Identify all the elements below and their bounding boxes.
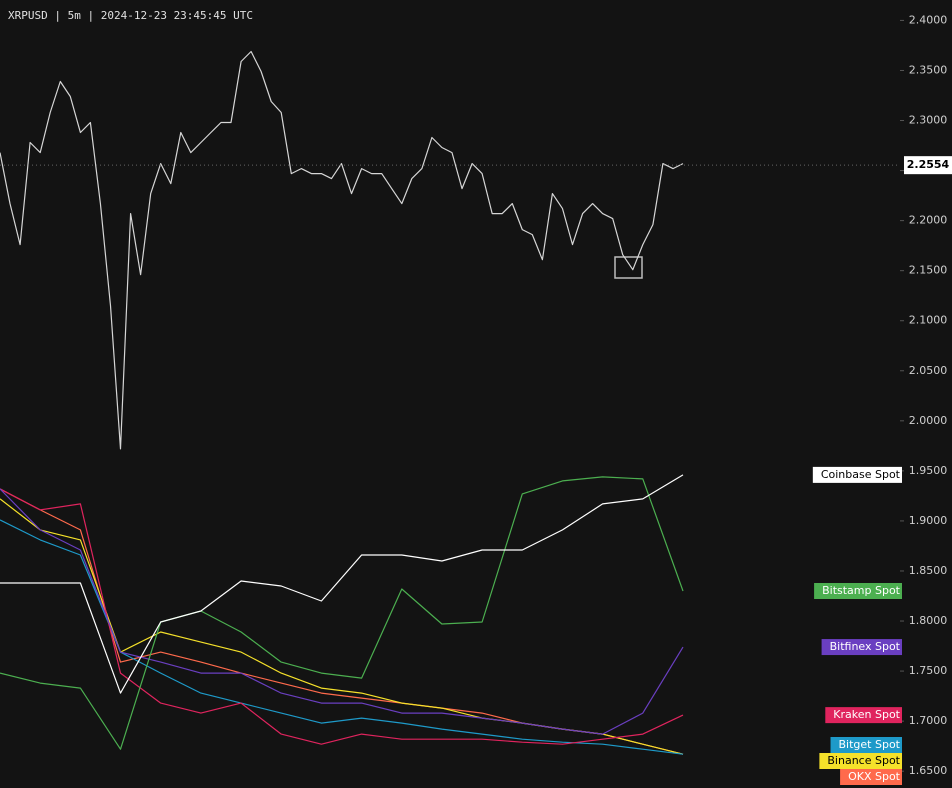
legend-label: Coinbase Spot [821,468,901,481]
highlight-box [614,256,643,279]
y-tick-label: 1.7000 [909,714,948,727]
legend-box [825,707,902,724]
legend-label: Bitstamp Spot [822,584,901,597]
y-tick-label: 2.1500 [909,264,948,277]
y-tick-label: 1.8500 [909,564,948,577]
y-tick-label: 2.0500 [909,364,948,377]
y-tick-label: 1.9500 [909,464,948,477]
legend-label: OKX Spot [848,770,901,783]
last-price-box [904,156,952,175]
exchange-line [0,488,684,745]
exchange-line [0,474,684,694]
legend-box [840,769,902,785]
legend-box [821,639,902,656]
legend-label: Bitfinex Spot [830,640,901,653]
legend-box [830,737,902,753]
y-tick-label: 2.3500 [909,63,948,76]
legend-box [819,753,902,769]
y-tick-label: 2.4000 [909,13,948,26]
y-tick-label: 1.8000 [909,614,948,627]
last-price-label: 2.2554 [907,158,950,171]
y-tick-label: 1.7500 [909,664,948,677]
price-line [0,50,684,450]
y-tick-label: 2.3000 [909,114,948,127]
legend-box [814,583,902,599]
y-tick-label: 1.6500 [909,764,948,777]
y-tick-label: 1.9000 [909,514,948,527]
y-tick-label: 2.2000 [909,214,948,227]
legend-label: Kraken Spot [833,708,900,721]
legend-box [812,466,902,483]
legend-label: Bitget Spot [839,738,901,751]
legend-label: Binance Spot [827,754,900,767]
y-tick-label: 2.1000 [909,314,948,327]
y-tick-label: 2.0000 [909,414,948,427]
exchange-line [0,476,684,750]
chart-title: XRPUSD | 5m | 2024-12-23 23:45:45 UTC [8,9,253,22]
exchange-line [0,488,684,735]
